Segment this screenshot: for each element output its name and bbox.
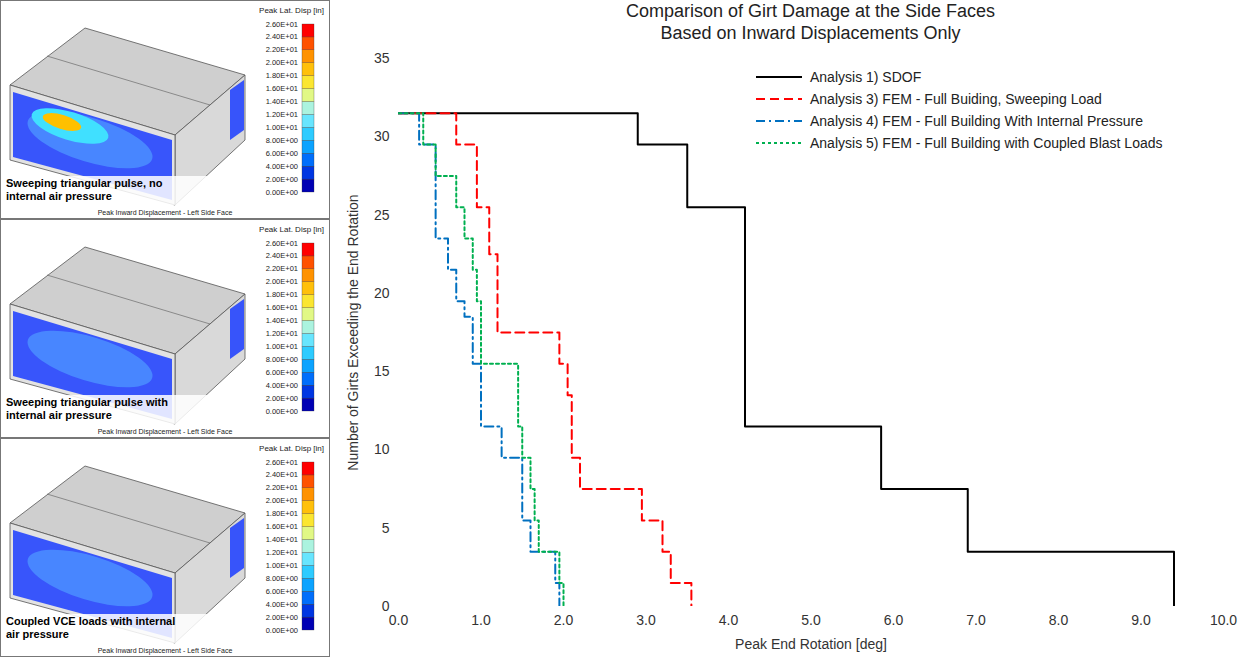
svg-text:8.0: 8.0 xyxy=(1049,612,1069,628)
svg-text:2.20E+01: 2.20E+01 xyxy=(266,264,298,273)
svg-text:Peak Inward Displacement - Lef: Peak Inward Displacement - Left Side Fac… xyxy=(98,428,233,436)
svg-text:4.00E+00: 4.00E+00 xyxy=(266,162,298,171)
svg-text:1.60E+01: 1.60E+01 xyxy=(266,84,298,93)
svg-text:1.20E+01: 1.20E+01 xyxy=(266,548,298,557)
svg-text:1.00E+01: 1.00E+01 xyxy=(266,561,298,570)
svg-text:2.00E+00: 2.00E+00 xyxy=(266,613,298,622)
svg-text:1.40E+01: 1.40E+01 xyxy=(266,535,298,544)
svg-text:1.20E+01: 1.20E+01 xyxy=(266,329,298,338)
svg-text:Sweeping triangular pulse, no: Sweeping triangular pulse, no xyxy=(6,177,163,189)
svg-text:10.0: 10.0 xyxy=(1210,612,1237,628)
svg-text:Sweeping triangular pulse with: Sweeping triangular pulse with xyxy=(6,396,168,408)
svg-text:6.00E+00: 6.00E+00 xyxy=(266,149,298,158)
svg-text:8.00E+00: 8.00E+00 xyxy=(266,355,298,364)
svg-text:Peak Inward Displacement - Lef: Peak Inward Displacement - Left Side Fac… xyxy=(98,647,233,655)
svg-text:10: 10 xyxy=(374,441,390,457)
svg-text:7.0: 7.0 xyxy=(966,612,986,628)
svg-text:3.0: 3.0 xyxy=(636,612,656,628)
svg-text:4.0: 4.0 xyxy=(719,612,739,628)
svg-text:internal air pressure: internal air pressure xyxy=(6,409,112,421)
svg-text:1.80E+01: 1.80E+01 xyxy=(266,290,298,299)
svg-text:2.00E+00: 2.00E+00 xyxy=(266,175,298,184)
svg-text:2.60E+01: 2.60E+01 xyxy=(266,20,298,29)
svg-text:20: 20 xyxy=(374,285,390,301)
svg-text:6.00E+00: 6.00E+00 xyxy=(266,368,298,377)
html-text:Analysis 4) FEM - Full Buildin: Analysis 4) FEM - Full Building With Int… xyxy=(810,113,1143,129)
svg-text:Peak Lat. Disp [in]: Peak Lat. Disp [in] xyxy=(259,444,324,453)
svg-text:5: 5 xyxy=(382,520,390,536)
svg-text:1.80E+01: 1.80E+01 xyxy=(266,71,298,80)
svg-text:2.00E+01: 2.00E+01 xyxy=(266,58,298,67)
svg-text:1.60E+01: 1.60E+01 xyxy=(266,522,298,531)
svg-text:35: 35 xyxy=(374,50,390,66)
svg-text:8.00E+00: 8.00E+00 xyxy=(266,136,298,145)
svg-text:2.00E+00: 2.00E+00 xyxy=(266,394,298,403)
svg-text:2.20E+01: 2.20E+01 xyxy=(266,483,298,492)
svg-text:30: 30 xyxy=(374,128,390,144)
svg-text:2.60E+01: 2.60E+01 xyxy=(266,239,298,248)
svg-text:4.00E+00: 4.00E+00 xyxy=(266,381,298,390)
html-text:Analysis 5) FEM - Full Buildin: Analysis 5) FEM - Full Building with Cou… xyxy=(810,135,1163,151)
svg-text:6.00E+00: 6.00E+00 xyxy=(266,587,298,596)
svg-text:Peak Inward Displacement - Lef: Peak Inward Displacement - Left Side Fac… xyxy=(98,209,233,217)
svg-text:1.20E+01: 1.20E+01 xyxy=(266,110,298,119)
svg-text:6.0: 6.0 xyxy=(884,612,904,628)
svg-text:1.60E+01: 1.60E+01 xyxy=(266,303,298,312)
svg-text:0.0: 0.0 xyxy=(389,612,409,628)
svg-text:Peak End Rotation [deg]: Peak End Rotation [deg] xyxy=(735,636,887,652)
svg-text:1.00E+01: 1.00E+01 xyxy=(266,342,298,351)
html-text:Comparison of Girt Damage at t: Comparison of Girt Damage at the Side Fa… xyxy=(625,1,996,21)
svg-text:0: 0 xyxy=(381,598,390,614)
svg-text:0.00E+00: 0.00E+00 xyxy=(266,626,298,635)
svg-text:1.40E+01: 1.40E+01 xyxy=(266,97,298,106)
svg-text:25: 25 xyxy=(374,207,390,223)
svg-text:5.0: 5.0 xyxy=(801,612,821,628)
svg-text:1.00E+01: 1.00E+01 xyxy=(266,123,298,132)
svg-text:0.00E+00: 0.00E+00 xyxy=(266,188,298,197)
svg-text:air pressure: air pressure xyxy=(6,628,69,640)
svg-text:internal air pressure: internal air pressure xyxy=(6,190,112,202)
svg-text:8.00E+00: 8.00E+00 xyxy=(266,574,298,583)
svg-text:1.40E+01: 1.40E+01 xyxy=(266,316,298,325)
html-text:Analysis 3) FEM - Full Buiding: Analysis 3) FEM - Full Buiding, Sweeping… xyxy=(810,91,1102,107)
svg-text:2.00E+01: 2.00E+01 xyxy=(266,277,298,286)
svg-text:Coupled VCE loads with interna: Coupled VCE loads with internal xyxy=(6,615,175,627)
svg-text:1.0: 1.0 xyxy=(471,612,491,628)
html-text:Analysis 1) SDOF: Analysis 1) SDOF xyxy=(810,69,922,85)
html-text:Based on Inward Displacements: Based on Inward Displacements Only xyxy=(660,23,961,43)
svg-text:2.20E+01: 2.20E+01 xyxy=(266,45,298,54)
svg-text:2.40E+01: 2.40E+01 xyxy=(266,470,298,479)
svg-text:4.00E+00: 4.00E+00 xyxy=(266,600,298,609)
svg-text:Peak Lat. Disp [in]: Peak Lat. Disp [in] xyxy=(259,6,324,15)
svg-text:15: 15 xyxy=(374,363,390,379)
svg-text:1.80E+01: 1.80E+01 xyxy=(266,509,298,518)
svg-text:9.0: 9.0 xyxy=(1131,612,1151,628)
svg-text:2.00E+01: 2.00E+01 xyxy=(266,496,298,505)
svg-text:2.60E+01: 2.60E+01 xyxy=(266,458,298,467)
svg-text:2.40E+01: 2.40E+01 xyxy=(266,32,298,41)
svg-text:2.40E+01: 2.40E+01 xyxy=(266,251,298,260)
svg-text:0.00E+00: 0.00E+00 xyxy=(266,407,298,416)
svg-text:Number of Girts Exceeding the: Number of Girts Exceeding the End Rotati… xyxy=(345,194,361,470)
svg-text:Peak Lat. Disp [in]: Peak Lat. Disp [in] xyxy=(259,225,324,234)
svg-text:2.0: 2.0 xyxy=(554,612,574,628)
